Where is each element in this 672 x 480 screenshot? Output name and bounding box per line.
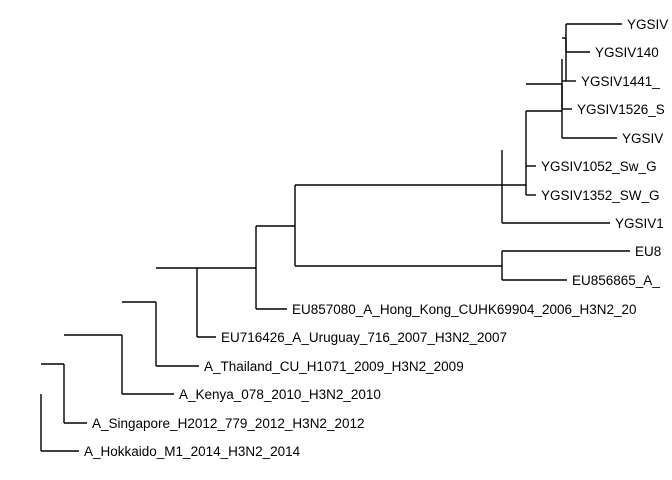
tip-label: EU716426_A_Uruguay_716_2007_H3N2_2007: [221, 330, 507, 345]
tip-label: A_Thailand_CU_H1071_2009_H3N2_2009: [204, 359, 464, 374]
tip-label: EU857080_A_Hong_Kong_CUHK69904_2006_H3N2…: [292, 302, 637, 317]
tip-label: YGSIV1052_Sw_G: [541, 159, 657, 174]
tip-label: EU8: [635, 244, 661, 259]
tip-label: YGSIV: [627, 17, 668, 32]
tip-label: YGSIV140: [595, 45, 659, 60]
tip-label: YGSIV1441_: [581, 74, 660, 89]
tip-label: A_Singapore_H2012_779_2012_H3N2_2012: [92, 416, 365, 431]
tip-label: YGSIV1352_SW_G: [541, 188, 660, 203]
tip-label: YGSIV1: [615, 216, 664, 231]
tip-label: A_Kenya_078_2010_H3N2_2010: [179, 387, 381, 402]
tip-label: YGSIV: [622, 131, 663, 146]
tip-label: YGSIV1526_S: [577, 102, 665, 117]
tip-label: A_Hokkaido_M1_2014_H3N2_2014: [84, 444, 301, 459]
tip-label: EU856865_A_: [572, 273, 660, 288]
